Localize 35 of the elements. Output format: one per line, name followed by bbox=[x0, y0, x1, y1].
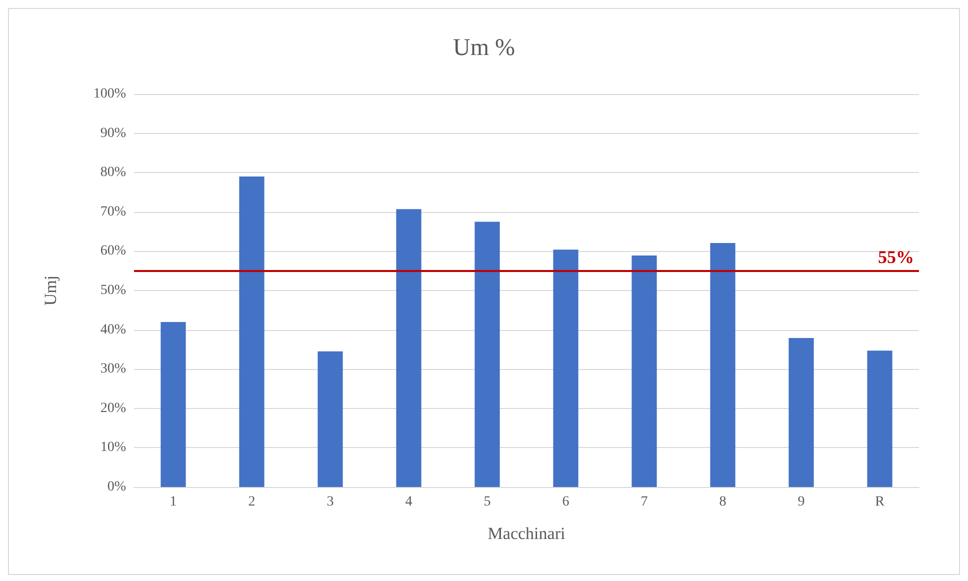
bar bbox=[632, 256, 657, 487]
x-tick-label: 8 bbox=[719, 494, 726, 510]
y-tick-label: 90% bbox=[100, 126, 126, 141]
x-tick-label: 3 bbox=[326, 494, 334, 510]
bar bbox=[710, 242, 736, 487]
y-tick-label: 60% bbox=[100, 244, 126, 259]
y-tick-label: 30% bbox=[100, 362, 126, 377]
x-tick-label: 4 bbox=[405, 494, 412, 510]
bar bbox=[474, 222, 500, 487]
x-tick-label: 1 bbox=[170, 494, 177, 510]
y-tick-label: 40% bbox=[100, 322, 126, 338]
y-tick-label: 100% bbox=[93, 86, 126, 102]
ref-line-label: 55% bbox=[878, 246, 914, 267]
bar bbox=[788, 338, 814, 487]
x-tick-label: R bbox=[875, 494, 886, 510]
y-tick-label: 0% bbox=[107, 480, 126, 494]
x-tick-label: 9 bbox=[798, 494, 805, 510]
bar bbox=[396, 209, 422, 487]
bar bbox=[867, 350, 892, 487]
bar bbox=[160, 322, 186, 487]
y-tick-label: 70% bbox=[100, 204, 126, 220]
bar bbox=[239, 176, 264, 487]
x-tick-label: 2 bbox=[248, 494, 256, 510]
chart-title: Um % bbox=[453, 35, 515, 61]
bar bbox=[318, 351, 343, 487]
x-tick-label: 6 bbox=[562, 494, 570, 510]
y-tick-label: 20% bbox=[100, 400, 126, 416]
y-tick-label: 10% bbox=[100, 440, 126, 456]
y-tick-label: 50% bbox=[100, 283, 126, 298]
y-axis-title: Umj bbox=[41, 275, 60, 306]
x-tick-label: 5 bbox=[484, 494, 491, 510]
bar bbox=[553, 250, 578, 487]
x-axis-title: Macchinari bbox=[488, 524, 566, 543]
x-tick-label: 7 bbox=[640, 494, 648, 510]
y-tick-label: 80% bbox=[100, 165, 126, 180]
